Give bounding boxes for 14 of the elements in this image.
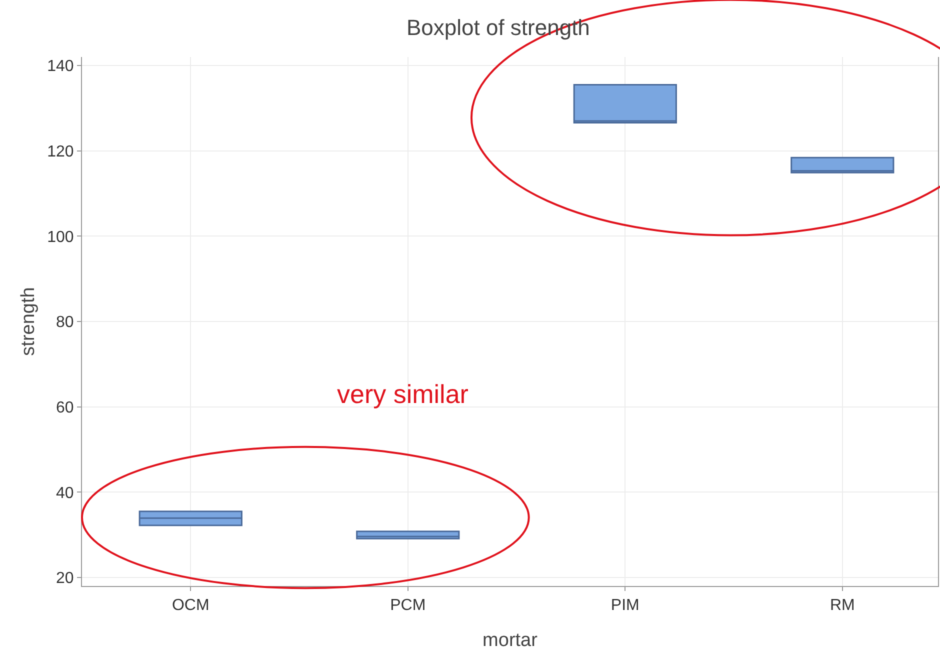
y-tick-label: 120 <box>47 143 74 160</box>
x-tick-label: PIM <box>610 597 640 614</box>
y-axis-title: strength <box>18 287 39 356</box>
y-tick-label: 80 <box>56 314 74 332</box>
y-tick-label: 60 <box>56 399 74 416</box>
x-tick-label: PCM <box>390 597 426 614</box>
annotation: very similar <box>337 379 469 409</box>
y-tick-label: 140 <box>47 58 74 76</box>
x-tick-label: RM <box>830 597 855 614</box>
y-tick-label: 20 <box>56 570 74 588</box>
x-axis-title: mortar <box>482 630 538 651</box>
x-tick-label: OCM <box>172 597 210 614</box>
y-tick-label: 40 <box>56 484 74 502</box>
y-tick-label: 100 <box>47 228 74 246</box>
